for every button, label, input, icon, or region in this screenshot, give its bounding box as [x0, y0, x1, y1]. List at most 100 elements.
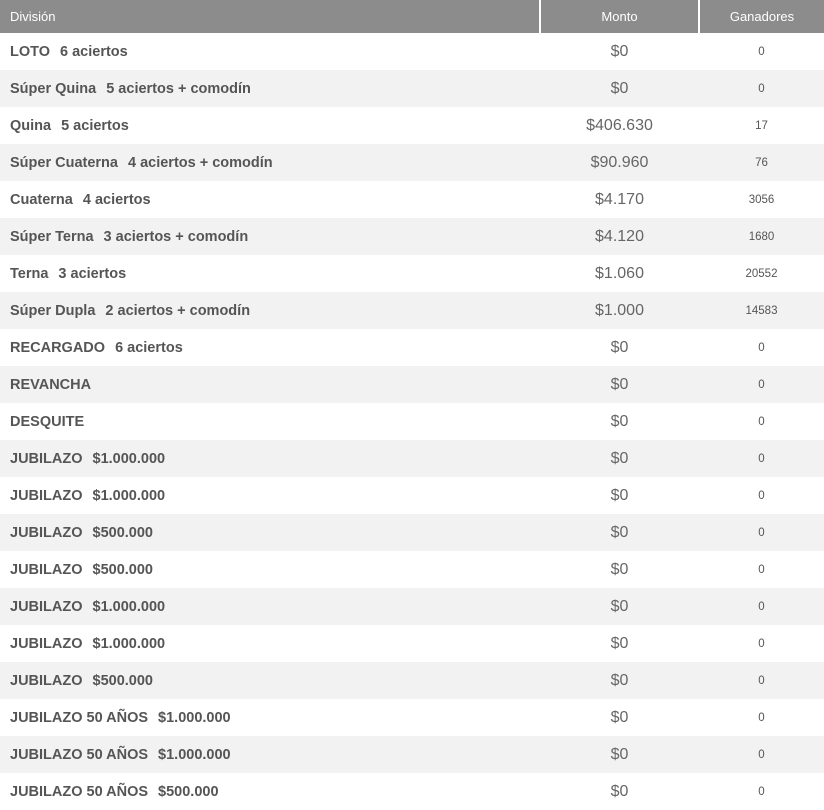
division-cell: JUBILAZO $1.000.000: [0, 625, 540, 662]
table-row: Súper Dupla 2 aciertos + comodín $1.000 145…: [0, 292, 824, 329]
division-detail: $1.000.000: [92, 487, 166, 504]
table-row: JUBILAZO $500.000 $0 0: [0, 551, 824, 588]
division-name: JUBILAZO: [10, 487, 83, 504]
monto-cell: $0: [540, 514, 699, 551]
division-detail: 6 aciertos: [115, 339, 183, 356]
ganadores-cell: 0: [699, 366, 824, 403]
ganadores-cell: 17: [699, 107, 824, 144]
division-detail: $1.000.000: [92, 598, 166, 615]
monto-cell: $1.000: [540, 292, 699, 329]
ganadores-cell: 0: [699, 699, 824, 736]
division-name: Cuaterna: [10, 191, 73, 208]
ganadores-cell: 0: [699, 662, 824, 699]
division-cell: Súper Quina 5 aciertos + comodín: [0, 70, 540, 107]
division-detail: $500.000: [92, 561, 153, 578]
ganadores-cell: 0: [699, 625, 824, 662]
table-row: JUBILAZO 50 AÑOS $1.000.000 $0 0: [0, 736, 824, 773]
table-row: Súper Quina 5 aciertos + comodín $0 0: [0, 70, 824, 107]
division-detail: $500.000: [92, 524, 153, 541]
table-row: JUBILAZO $1.000.000 $0 0: [0, 477, 824, 514]
division-detail: $1.000.000: [92, 635, 166, 652]
division-name: DESQUITE: [10, 413, 85, 430]
division-cell: JUBILAZO $500.000: [0, 514, 540, 551]
division-cell: DESQUITE: [0, 403, 540, 440]
division-detail: $1.000.000: [158, 746, 231, 763]
division-name: Súper Terna: [10, 228, 94, 245]
table-row: JUBILAZO $500.000 $0 0: [0, 514, 824, 551]
division-name: JUBILAZO: [10, 635, 83, 652]
monto-cell: $0: [540, 477, 699, 514]
table-row: Terna 3 aciertos $1.060 20552: [0, 255, 824, 292]
monto-cell: $0: [540, 736, 699, 773]
division-cell: Cuaterna 4 aciertos: [0, 181, 540, 218]
division-name: RECARGADO: [10, 339, 106, 356]
ganadores-cell: 0: [699, 551, 824, 588]
monto-cell: $1.060: [540, 255, 699, 292]
table-row: DESQUITE $0 0: [0, 403, 824, 440]
division-cell: REVANCHA: [0, 366, 540, 403]
ganadores-cell: 20552: [699, 255, 824, 292]
monto-cell: $4.120: [540, 218, 699, 255]
monto-cell: $0: [540, 773, 699, 810]
division-name: LOTO: [10, 43, 51, 60]
division-cell: LOTO 6 aciertos: [0, 33, 540, 70]
table-row: REVANCHA $0 0: [0, 366, 824, 403]
division-detail: 4 aciertos + comodín: [127, 154, 273, 171]
ganadores-cell: 1680: [699, 218, 824, 255]
table-row: Súper Terna 3 aciertos + comodín $4.120 168…: [0, 218, 824, 255]
monto-cell: $0: [540, 588, 699, 625]
division-cell: JUBILAZO 50 AÑOS $1.000.000: [0, 736, 540, 773]
monto-cell: $0: [540, 33, 699, 70]
division-cell: JUBILAZO $500.000: [0, 551, 540, 588]
ganadores-cell: 0: [699, 773, 824, 810]
header-row: División Monto Ganadores: [0, 0, 824, 33]
ganadores-cell: 0: [699, 403, 824, 440]
division-name: JUBILAZO 50 AÑOS: [10, 746, 149, 763]
monto-cell: $0: [540, 551, 699, 588]
table-row: RECARGADO 6 aciertos $0 0: [0, 329, 824, 366]
ganadores-cell: 0: [699, 70, 824, 107]
division-cell: JUBILAZO 50 AÑOS $500.000: [0, 773, 540, 810]
division-detail: 5 aciertos: [61, 117, 129, 134]
division-name: Súper Quina: [10, 80, 97, 97]
table-header: División Monto Ganadores: [0, 0, 824, 33]
division-cell: JUBILAZO $1.000.000: [0, 588, 540, 625]
ganadores-cell: 0: [699, 329, 824, 366]
header-ganadores: Ganadores: [698, 0, 824, 33]
division-name: JUBILAZO: [10, 561, 83, 578]
division-cell: JUBILAZO $1.000.000: [0, 477, 540, 514]
table-row: JUBILAZO $500.000 $0 0: [0, 662, 824, 699]
division-cell: JUBILAZO 50 AÑOS $1.000.000: [0, 699, 540, 736]
table-row: JUBILAZO $1.000.000 $0 0: [0, 440, 824, 477]
monto-cell: $4.170: [540, 181, 699, 218]
division-cell: RECARGADO 6 aciertos: [0, 329, 540, 366]
division-detail: 3 aciertos + comodín: [103, 228, 249, 245]
division-name: REVANCHA: [10, 376, 92, 393]
division-detail: 2 aciertos + comodín: [105, 302, 251, 319]
monto-cell: $406.630: [540, 107, 699, 144]
division-cell: JUBILAZO $1.000.000: [0, 440, 540, 477]
ganadores-cell: 0: [699, 440, 824, 477]
division-cell: Terna 3 aciertos: [0, 255, 540, 292]
division-name: JUBILAZO 50 AÑOS: [10, 709, 149, 726]
monto-cell: $0: [540, 70, 699, 107]
table-row: JUBILAZO $1.000.000 $0 0: [0, 625, 824, 662]
division-name: Terna: [10, 265, 49, 282]
ganadores-cell: 0: [699, 514, 824, 551]
division-cell: Súper Terna 3 aciertos + comodín: [0, 218, 540, 255]
ganadores-cell: 0: [699, 33, 824, 70]
division-detail: $1.000.000: [158, 709, 231, 726]
monto-cell: $0: [540, 329, 699, 366]
table-row: Quina 5 aciertos $406.630 17: [0, 107, 824, 144]
table-row: Cuaterna 4 aciertos $4.170 3056: [0, 181, 824, 218]
header-monto: Monto: [539, 0, 699, 33]
ganadores-cell: 0: [699, 477, 824, 514]
monto-cell: $0: [540, 403, 699, 440]
monto-cell: $90.960: [540, 144, 699, 181]
monto-cell: $0: [540, 699, 699, 736]
division-name: Súper Dupla: [10, 302, 96, 319]
ganadores-cell: 3056: [699, 181, 824, 218]
division-detail: 3 aciertos: [58, 265, 127, 282]
division-detail: $1.000.000: [92, 450, 166, 467]
